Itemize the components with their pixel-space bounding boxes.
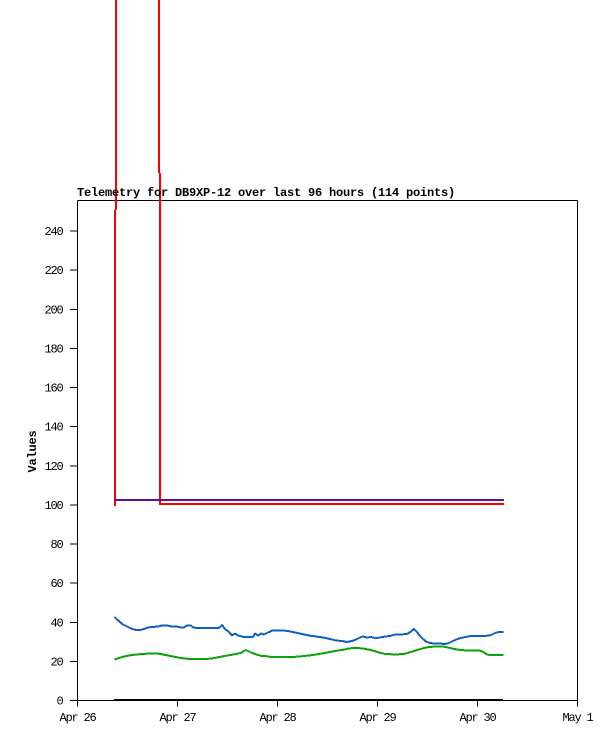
svg-text:200: 200: [44, 303, 63, 317]
svg-text:140: 140: [44, 421, 63, 435]
svg-text:Apr 28: Apr 28: [259, 711, 296, 725]
svg-text:220: 220: [44, 264, 63, 278]
svg-text:May 1: May 1: [562, 711, 593, 725]
svg-text:20: 20: [50, 655, 63, 669]
svg-text:40: 40: [50, 616, 63, 630]
svg-text:Apr 29: Apr 29: [359, 711, 396, 725]
svg-text:80: 80: [50, 538, 63, 552]
svg-text:180: 180: [44, 342, 63, 356]
svg-text:Apr 26: Apr 26: [59, 711, 96, 725]
svg-text:Values: Values: [26, 430, 40, 472]
svg-text:240: 240: [44, 225, 63, 239]
svg-text:Telemetry for DB9XP-12 over la: Telemetry for DB9XP-12 over last 96 hour…: [77, 186, 455, 200]
svg-text:120: 120: [44, 460, 63, 474]
svg-text:Apr 27: Apr 27: [159, 711, 196, 725]
svg-text:160: 160: [44, 382, 63, 396]
svg-text:100: 100: [44, 499, 63, 513]
svg-text:0: 0: [56, 695, 63, 709]
svg-text:Apr 30: Apr 30: [459, 711, 496, 725]
svg-text:60: 60: [50, 577, 63, 591]
